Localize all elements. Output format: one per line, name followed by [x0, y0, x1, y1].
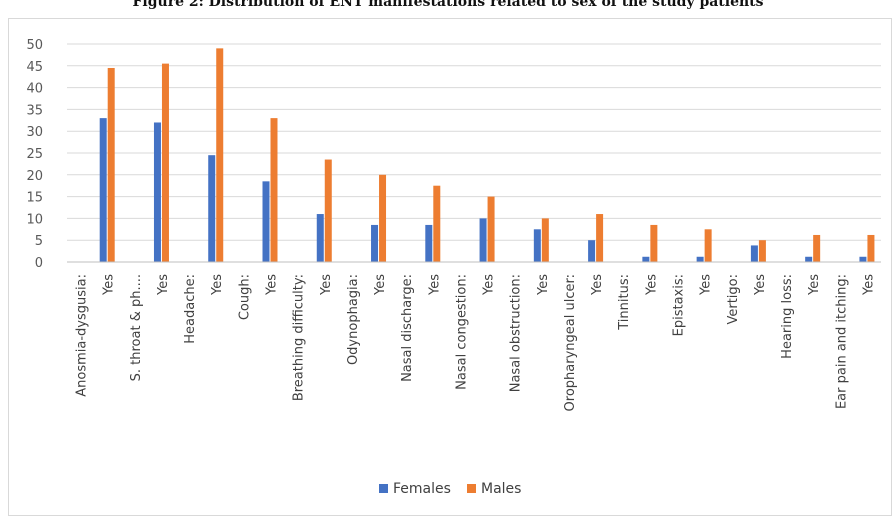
bar-females — [750, 245, 758, 262]
group-label: Tinnitus: — [617, 274, 632, 331]
bar-males — [596, 214, 604, 262]
bar-males — [813, 234, 821, 262]
bar-females — [696, 256, 704, 262]
group-label: Nasal discharge: — [400, 274, 415, 382]
figure-title: Figure 2: Distribution of ENT manifestat… — [132, 0, 764, 10]
group-label: Breathing difficulty: — [292, 274, 307, 401]
bar-females — [316, 214, 324, 262]
bar-males — [379, 174, 387, 262]
group-label: Epistaxis: — [672, 274, 687, 336]
y-tick-label: 20 — [26, 169, 43, 184]
bar-females — [805, 256, 813, 262]
y-tick-label: 50 — [26, 38, 43, 53]
legend-swatch-females — [379, 484, 388, 493]
category-label-yes: Yes — [482, 274, 497, 296]
legend-label-females: Females — [393, 481, 451, 497]
category-label-yes: Yes — [373, 274, 388, 296]
category-label-yes: Yes — [102, 274, 117, 296]
category-label-yes: Yes — [753, 274, 768, 296]
group-label: Ear pain and itching: — [834, 274, 849, 409]
bar-males — [541, 218, 549, 262]
y-tick-label: 45 — [26, 60, 43, 75]
bar-males — [216, 48, 224, 262]
bar-females — [479, 218, 487, 262]
y-tick-label: 30 — [26, 125, 43, 140]
bar-females — [859, 256, 867, 262]
group-label: Hearing loss: — [780, 274, 795, 359]
bar-males — [270, 118, 278, 263]
chart-area: 0 5 10 15 20 25 30 35 40 45 50 Anosmia-dysgusia: Ye… — [8, 18, 892, 516]
group-label: Odynophagia: — [346, 274, 361, 365]
bar-males — [867, 234, 875, 262]
bar-females — [262, 181, 270, 262]
bar-females — [99, 118, 107, 263]
category-label-yes: Yes — [210, 274, 225, 296]
gridlines — [67, 43, 881, 241]
y-tick-label: 35 — [26, 103, 43, 118]
group-label: Vertigo: — [726, 274, 741, 325]
bar-females — [533, 229, 541, 262]
y-tick-label: 40 — [26, 82, 43, 97]
category-label-yes: Yes — [536, 274, 551, 296]
x-axis-labels: Anosmia-dysgusia: Yes S. throat & ph.... Ye… — [75, 274, 877, 412]
bar-males — [324, 159, 332, 262]
bar-males — [433, 185, 441, 262]
y-axis-ticks: 0 5 10 15 20 25 30 35 40 45 50 — [26, 38, 43, 271]
bar-females — [642, 256, 650, 262]
category-label-yes: Yes — [590, 274, 605, 296]
group-label: Anosmia-dysgusia: — [75, 274, 90, 397]
group-label: Nasal obstruction: — [509, 274, 524, 392]
group-label: Nasal congestion: — [454, 274, 469, 390]
category-label-yes: Yes — [807, 274, 822, 296]
bar-females — [208, 155, 216, 262]
bar-males — [487, 196, 495, 262]
bar-males — [704, 229, 712, 262]
bar-females — [588, 240, 596, 262]
y-tick-label: 10 — [26, 212, 43, 227]
y-tick-label: 25 — [26, 147, 43, 162]
bar-females — [425, 224, 433, 262]
y-tick-label: 15 — [26, 191, 43, 206]
group-label: Cough: — [237, 274, 252, 320]
group-label: Oropharyngeal ulcer: — [563, 274, 578, 411]
legend: Females Males — [379, 481, 521, 497]
bar-males — [758, 240, 766, 262]
category-label-yes: Yes — [699, 274, 714, 296]
y-tick-label: 0 — [35, 256, 43, 271]
bar-males — [107, 67, 115, 262]
legend-label-males: Males — [481, 481, 521, 497]
group-label: S. throat & ph.... — [129, 274, 144, 381]
group-label: Headache: — [183, 274, 198, 344]
y-tick-label: 5 — [35, 234, 43, 249]
legend-swatch-males — [467, 484, 476, 493]
bar-males — [161, 63, 169, 263]
category-label-yes: Yes — [265, 274, 280, 296]
bar-females — [153, 122, 161, 262]
bar-chart: 0 5 10 15 20 25 30 35 40 45 50 Anosmia-dysgusia: Ye… — [26, 38, 881, 497]
bars — [99, 48, 875, 263]
category-label-yes: Yes — [861, 274, 876, 296]
category-label-yes: Yes — [427, 274, 442, 296]
category-label-yes: Yes — [644, 274, 659, 296]
bar-males — [650, 224, 658, 262]
category-label-yes: Yes — [319, 274, 334, 296]
bar-females — [371, 224, 379, 262]
category-label-yes: Yes — [156, 274, 171, 296]
